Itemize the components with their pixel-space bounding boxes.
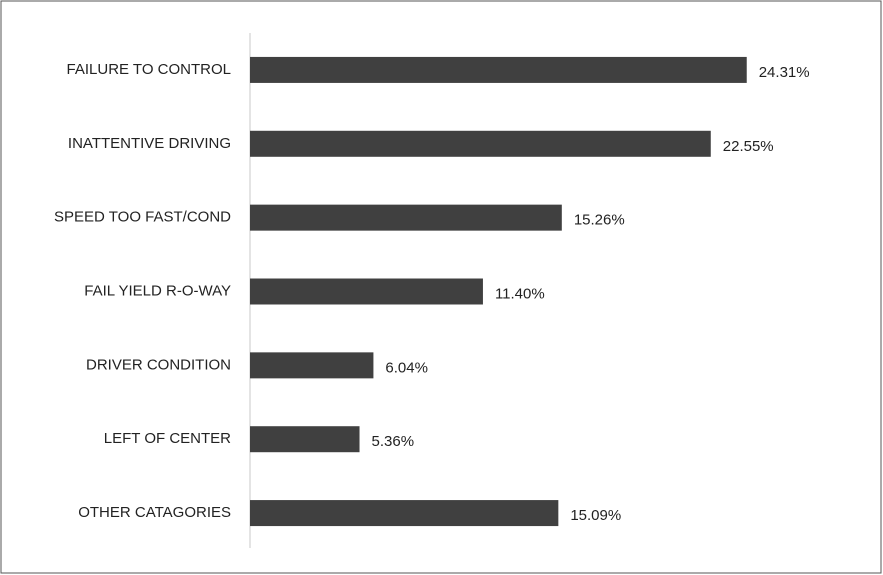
value-label: 15.09% <box>570 507 621 524</box>
value-label: 6.04% <box>385 359 428 376</box>
category-label: SPEED TOO FAST/COND <box>54 209 231 226</box>
category-label: OTHER CATAGORIES <box>78 504 231 521</box>
category-label: FAIL YIELD R-O-WAY <box>84 282 231 299</box>
bar <box>250 56 747 83</box>
value-label: 11.40% <box>495 285 545 302</box>
category-label: DRIVER CONDITION <box>86 356 231 373</box>
value-label: 22.55% <box>723 138 774 155</box>
category-label: INATTENTIVE DRIVING <box>68 135 231 152</box>
bar <box>250 426 360 453</box>
category-label: FAILURE TO CONTROL <box>67 61 231 78</box>
category-label: LEFT OF CENTER <box>104 430 231 447</box>
bar <box>250 352 374 379</box>
value-label: 24.31% <box>759 64 810 81</box>
bar <box>250 204 562 231</box>
value-label: 5.36% <box>372 433 415 450</box>
bar <box>250 130 711 157</box>
bar <box>250 278 483 305</box>
value-label: 15.26% <box>574 212 625 229</box>
bar <box>250 500 559 527</box>
